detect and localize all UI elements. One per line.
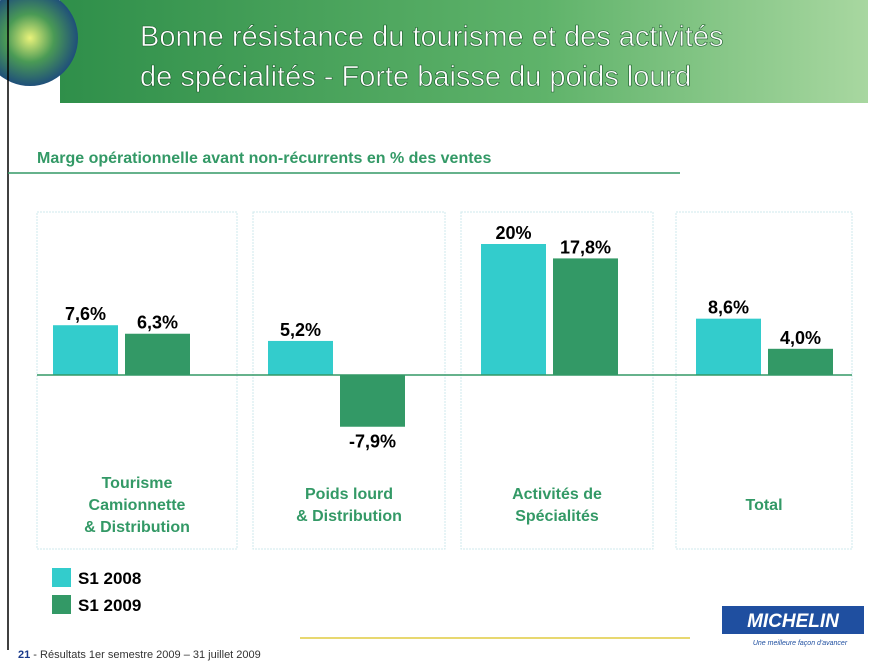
- legend-label: S1 2009: [78, 596, 141, 615]
- category-label: Total: [745, 497, 782, 514]
- value-label: 17,8%: [560, 237, 611, 257]
- value-label: 6,3%: [137, 313, 178, 333]
- tagline: Une meilleure façon d'avancer: [753, 640, 848, 647]
- category-label: & Distribution: [84, 519, 190, 536]
- value-label: 5,2%: [280, 320, 321, 340]
- category-label: Poids lourd: [305, 486, 393, 503]
- bar: [481, 244, 546, 375]
- plot: 7,6% 5,2% 20% 8,6% 6,3% -7,9% 17,8% 4,0% Tourism…: [37, 212, 852, 615]
- category-label: Spécialités: [515, 508, 599, 525]
- bar: [340, 375, 405, 427]
- page-number: 21: [18, 649, 30, 661]
- value-label: 7,6%: [65, 304, 106, 324]
- value-label: 20%: [495, 223, 531, 243]
- slide: Bonne résistance du tourisme et des acti…: [0, 0, 881, 664]
- legend-label: S1 2008: [78, 569, 141, 588]
- value-label: -7,9%: [349, 432, 396, 452]
- legend-swatch: [52, 568, 71, 587]
- chart-title: Marge opérationnelle avant non-récurrent…: [37, 150, 491, 167]
- category-label: Activités de: [512, 486, 602, 503]
- bar: [53, 325, 118, 375]
- logo: MICHELIN: [747, 611, 840, 632]
- footer: 21 - Résultats 1er semestre 2009 – 31 ju…: [18, 649, 261, 661]
- category-label: Camionnette: [89, 497, 186, 514]
- bar: [268, 341, 333, 375]
- value-label: 4,0%: [780, 328, 821, 348]
- value-label: 8,6%: [708, 298, 749, 318]
- bar: [553, 258, 618, 375]
- category-label: Tourisme: [102, 475, 173, 492]
- title-line: de spécialités - Forte baisse du poids l…: [140, 61, 691, 93]
- category-label: & Distribution: [296, 508, 402, 525]
- bar: [125, 334, 190, 375]
- title-line: Bonne résistance du tourisme et des acti…: [140, 21, 724, 53]
- bar: [768, 349, 833, 375]
- footer-text: - Résultats 1er semestre 2009 – 31 juill…: [30, 649, 261, 661]
- legend-swatch: [52, 595, 71, 614]
- bar: [696, 319, 761, 375]
